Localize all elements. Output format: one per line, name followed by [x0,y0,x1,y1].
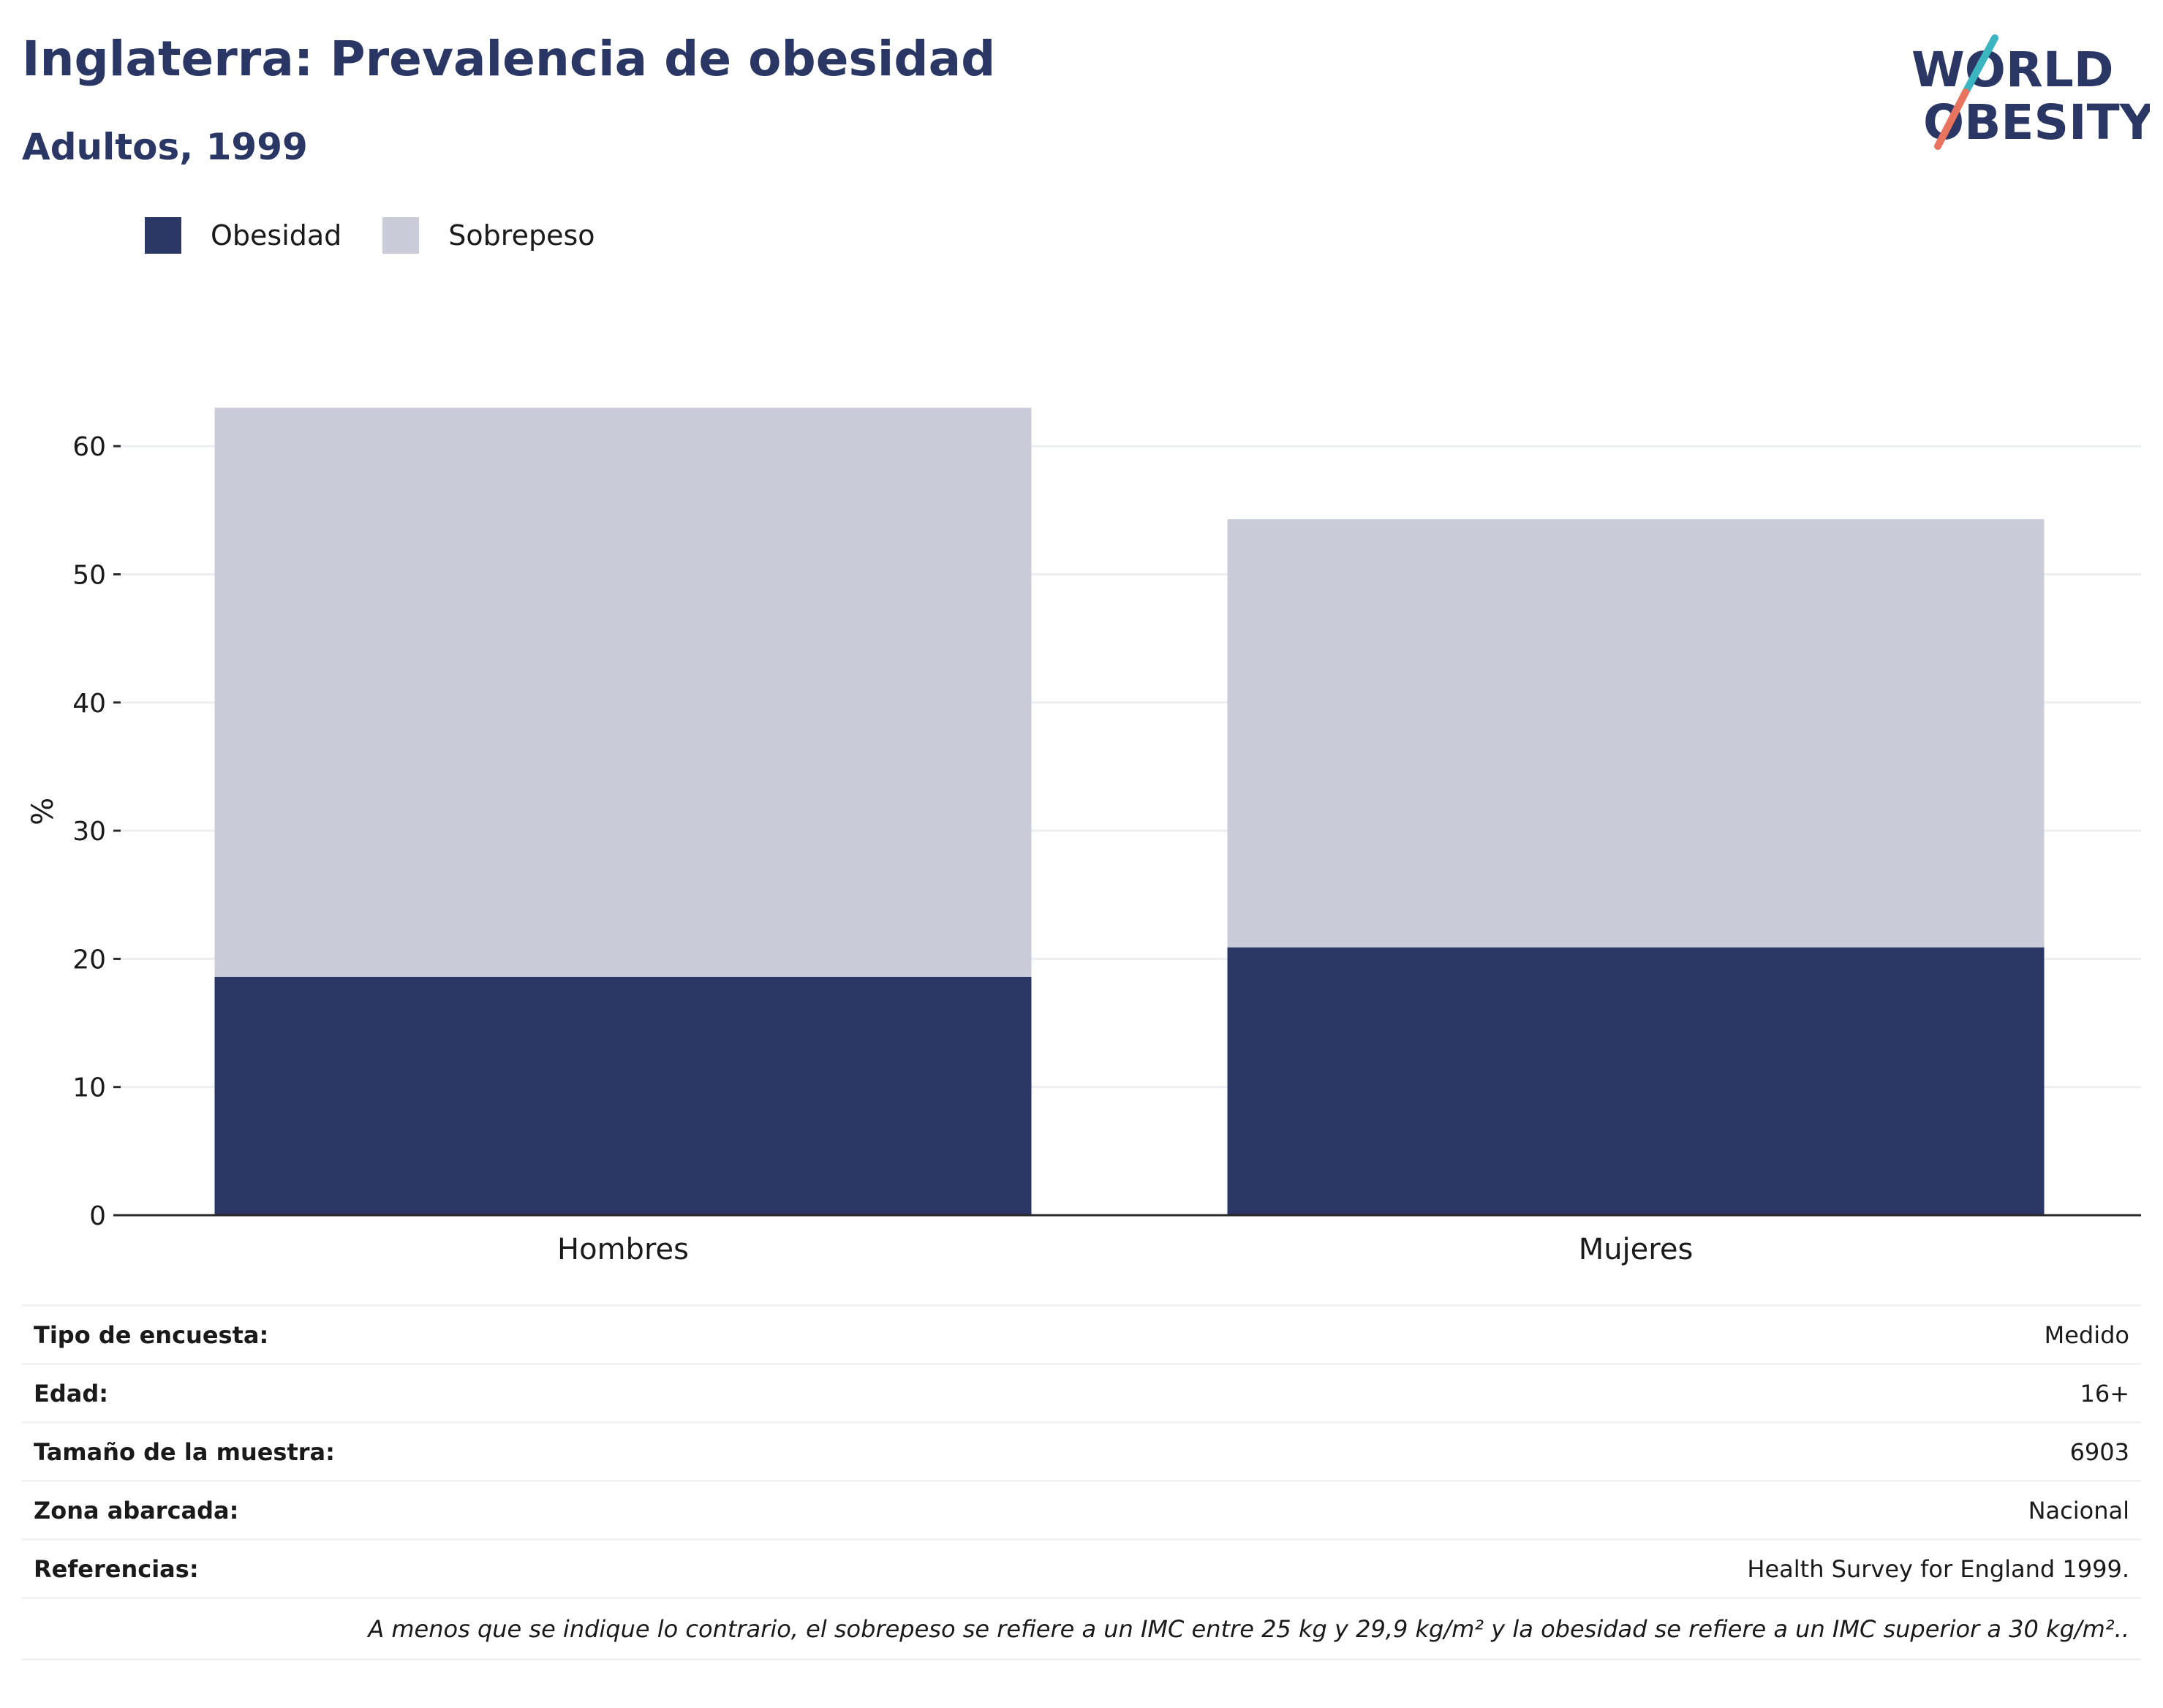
info-row-zona-abarcada: Zona abarcada: Nacional [22,1482,2141,1541]
bar-obesidad-mujeres [1227,947,2045,1215]
legend-swatch-sobrepeso [382,217,420,254]
bar-obesidad-hombres [214,976,1032,1215]
info-row-tamano-muestra: Tamaño de la muestra: 6903 [22,1424,2141,1482]
info-label: Tipo de encuesta: [34,1320,269,1349]
info-row-tipo-encuesta: Tipo de encuesta: Medido [22,1307,2141,1365]
y-tick-label: 60 [72,432,106,462]
legend-item-sobrepeso[interactable]: Sobrepeso [382,217,595,254]
y-axis-label: % [26,798,60,825]
info-value: Health Survey for England 1999. [1747,1554,2129,1583]
info-value: Medido [2044,1320,2129,1349]
y-tick-label: 30 [72,817,106,847]
info-row-edad: Edad: 16+ [22,1365,2141,1424]
chart-subtitle: Adultos, 1999 [22,126,308,168]
survey-info-table: Tipo de encuesta: Medido Edad: 16+ Tamañ… [22,1304,2141,1660]
stacked-bar-chart: 0 10 20 30 40 50 60% Hombres Mujeres [26,407,2141,1266]
info-label: Zona abarcada: [34,1496,239,1524]
chart-title: Inglaterra: Prevalencia de obesidad [22,31,996,87]
footnote-text: A menos que se indique lo contrario, el … [368,1614,2129,1643]
legend-label-sobrepeso: Sobrepeso [448,219,595,252]
y-tick-label: 20 [72,945,106,975]
bar-sobrepeso-mujeres [1227,519,2045,948]
info-label: Referencias: [34,1554,199,1583]
legend-item-obesidad[interactable]: Obesidad [145,217,341,254]
y-tick-label: 0 [89,1201,106,1231]
y-tick-label: 10 [72,1073,106,1103]
y-tick-label: 50 [72,561,106,591]
x-tick-label: Hombres [557,1233,689,1266]
svg-text:WORLD: WORLD [1911,42,2114,98]
info-label: Tamaño de la muestra: [34,1437,335,1466]
chart-legend: Obesidad Sobrepeso [145,216,636,254]
x-tick-label: Mujeres [1579,1233,1694,1266]
info-row-referencias: Referencias: Health Survey for England 1… [22,1541,2141,1599]
legend-swatch-obesidad [145,217,181,254]
info-value: Nacional [2028,1496,2129,1524]
y-tick-label: 40 [72,689,106,719]
legend-label-obesidad: Obesidad [211,219,342,252]
info-value: 16+ [2080,1379,2129,1407]
world-obesity-logo: WORLD OBESITY [1911,34,2150,151]
info-footnote: A menos que se indique lo contrario, el … [22,1599,2141,1660]
bar-sobrepeso-hombres [214,407,1032,977]
info-value: 6903 [2069,1437,2129,1466]
info-label: Edad: [34,1379,109,1407]
